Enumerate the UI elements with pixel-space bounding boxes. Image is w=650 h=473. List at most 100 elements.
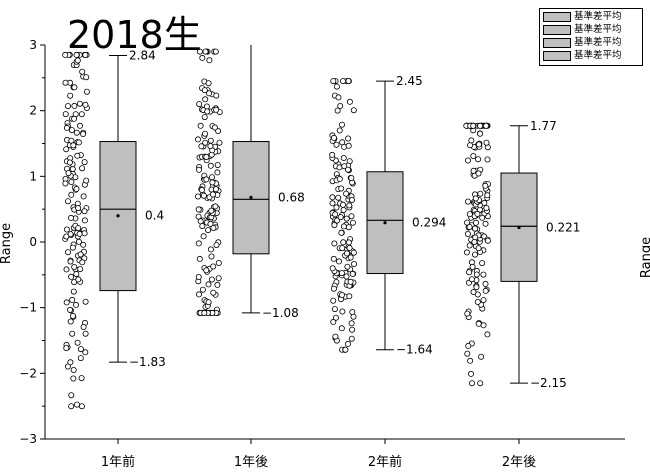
data-point [81, 159, 88, 166]
x-tick-label: 1年前 [101, 454, 135, 470]
data-point [330, 78, 337, 85]
data-point [73, 301, 80, 308]
data-point [73, 51, 80, 58]
data-point [216, 139, 223, 146]
data-point [484, 331, 491, 338]
data-point [78, 375, 85, 382]
data-point [336, 164, 343, 171]
data-point [207, 246, 214, 253]
data-point [484, 156, 491, 163]
data-point [73, 271, 80, 278]
data-point [346, 244, 353, 251]
data-point [475, 141, 482, 148]
data-point [350, 107, 357, 114]
data-point [464, 219, 471, 226]
data-point [345, 224, 352, 231]
data-point [79, 68, 86, 75]
data-point [333, 204, 340, 211]
y-tick-label: −2 [19, 366, 37, 380]
y-axis-label-right: Range [639, 236, 650, 279]
data-point [208, 253, 215, 260]
data-point [204, 108, 211, 115]
data-point [481, 199, 488, 206]
data-point [74, 339, 81, 346]
legend-item: 基準差平均 [543, 11, 622, 23]
data-point [194, 193, 201, 200]
data-point [473, 284, 480, 291]
data-point [483, 139, 490, 146]
data-point [338, 185, 345, 192]
data-point [332, 314, 339, 321]
data-point [350, 249, 357, 256]
data-point [344, 340, 351, 347]
data-point [341, 163, 348, 170]
data-point [74, 57, 81, 64]
data-point [198, 186, 205, 193]
mean-marker [116, 214, 120, 218]
data-point [340, 206, 347, 213]
data-point [470, 152, 477, 159]
data-point [345, 142, 352, 149]
data-point [464, 198, 471, 205]
data-point [68, 178, 75, 185]
data-point [77, 346, 84, 353]
data-point [466, 269, 473, 276]
data-point [212, 186, 219, 193]
data-point [338, 229, 345, 236]
data-point [349, 326, 356, 333]
y-tick-label: 1 [29, 169, 37, 183]
data-point [329, 151, 336, 158]
mean-marker [249, 195, 253, 199]
legend-label: 基準差平均 [574, 24, 622, 35]
data-point [330, 318, 337, 325]
data-point [472, 225, 479, 232]
data-point [464, 310, 471, 317]
data-point [468, 380, 475, 387]
data-point [337, 214, 344, 221]
data-point [463, 249, 470, 256]
data-point [475, 156, 482, 163]
data-point [332, 211, 339, 218]
data-point [65, 249, 72, 256]
data-point [466, 223, 473, 230]
mean-label: 0.68 [278, 190, 305, 204]
data-point [199, 223, 206, 230]
data-point [470, 122, 477, 129]
data-point [78, 111, 85, 118]
data-point [77, 266, 84, 273]
whisker-high-label: 2.84 [129, 49, 156, 63]
data-point [346, 293, 353, 300]
data-point [339, 308, 346, 315]
data-point [203, 103, 210, 110]
data-point [474, 298, 481, 305]
data-point [63, 226, 70, 233]
whisker-high-label: 2.45 [396, 74, 423, 88]
data-point [70, 312, 77, 319]
legend: 基準差平均 基準差平均 基準差平均 基準差平均 [539, 8, 643, 66]
data-point [335, 194, 342, 201]
data-point [464, 157, 471, 164]
data-point [212, 203, 219, 210]
whisker-low-label: −2.15 [530, 376, 567, 390]
data-point [484, 192, 491, 199]
data-point [71, 102, 78, 109]
data-point [203, 153, 210, 160]
data-point [346, 202, 353, 209]
data-point [482, 280, 489, 287]
data-point [206, 57, 213, 64]
data-point [77, 355, 84, 362]
data-point [200, 192, 207, 199]
data-point [79, 165, 86, 172]
data-point [202, 139, 209, 146]
data-point [329, 194, 336, 201]
data-point [71, 263, 78, 270]
data-point [205, 80, 212, 87]
data-point [472, 219, 479, 226]
data-point [70, 288, 77, 295]
whisker-low-label: −1.64 [396, 343, 433, 357]
data-point [81, 230, 88, 237]
data-point [71, 84, 78, 91]
data-point [467, 142, 474, 149]
data-point [66, 159, 73, 166]
